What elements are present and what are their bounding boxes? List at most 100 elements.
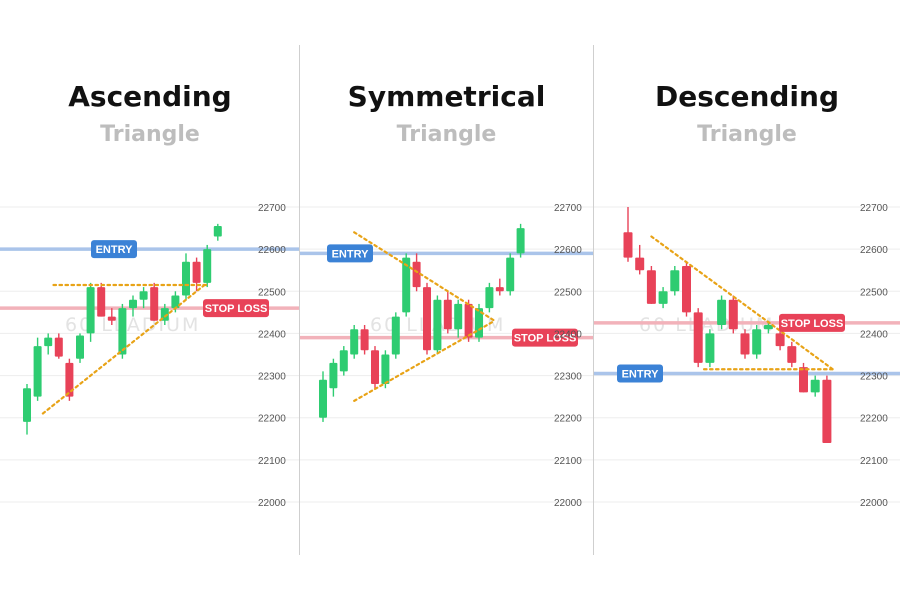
bullish-candle <box>319 379 327 418</box>
panel-title: Descending <box>654 80 840 113</box>
panel-divider <box>593 45 594 555</box>
y-tick-label: 22000 <box>554 498 582 509</box>
bullish-candle <box>506 257 515 292</box>
bearish-candle <box>635 257 645 271</box>
ascending-triangle-panel: Ascending Triangle 60 LLADIUM ENTRY STOP L… <box>0 0 300 600</box>
bearish-candle <box>150 287 159 321</box>
y-tick-label: 22700 <box>860 203 888 214</box>
bearish-candle <box>799 367 808 393</box>
watermark: 60 LLADIUM <box>639 314 774 336</box>
bullish-candle <box>160 308 169 321</box>
watermark: 60 LLADIUM <box>65 314 200 336</box>
stop-badge <box>779 313 845 332</box>
panel-subtitle: Triangle <box>100 122 200 147</box>
y-tick-label: 22400 <box>258 329 286 340</box>
y-tick-label: 22300 <box>554 372 582 383</box>
bullish-candle <box>213 225 222 237</box>
trendline <box>353 231 496 322</box>
bearish-candle <box>107 316 116 321</box>
trendline <box>353 319 496 402</box>
y-tick-label: 22600 <box>554 245 582 256</box>
entry-badge-label: ENTRY <box>96 244 134 256</box>
bullish-candle <box>118 308 127 355</box>
bullish-candle <box>86 287 95 334</box>
trendline <box>650 235 834 371</box>
bearish-candle <box>65 362 74 397</box>
bullish-candle <box>203 249 212 283</box>
stop-badge-label: STOP LOSS <box>205 303 268 315</box>
panel-title: Ascending <box>68 80 232 113</box>
bearish-candle <box>97 287 106 317</box>
y-tick-label: 22500 <box>258 287 286 298</box>
bearish-candle <box>360 329 369 351</box>
bearish-candle <box>54 337 63 357</box>
y-tick-label: 22300 <box>860 372 888 383</box>
y-tick-label: 22700 <box>258 203 286 214</box>
y-tick-label: 22100 <box>860 456 888 467</box>
panel-title: Symmetrical <box>347 80 546 113</box>
bearish-candle <box>443 299 452 330</box>
bullish-candle <box>763 325 773 330</box>
y-tick-label: 22500 <box>554 287 582 298</box>
y-tick-label: 22200 <box>258 414 286 425</box>
bullish-candle <box>810 379 820 393</box>
stop-badge-label: STOP LOSS <box>514 333 577 345</box>
y-tick-label: 22600 <box>860 245 888 256</box>
bullish-candle <box>485 287 494 309</box>
entry-badge <box>327 244 373 263</box>
bullish-candle <box>717 299 727 325</box>
stop-badge-label: STOP LOSS <box>781 318 844 330</box>
panel-subtitle: Triangle <box>396 122 497 147</box>
trendline <box>41 281 209 415</box>
entry-badge <box>91 240 137 259</box>
bullish-candle <box>23 388 31 422</box>
bullish-candle <box>339 350 348 372</box>
bullish-candle <box>129 299 137 309</box>
bearish-candle <box>412 261 421 288</box>
descending-triangle-panel: Descending Triangle 60 LLADIUM STOP LOSS E… <box>594 0 900 600</box>
bullish-candle <box>705 333 715 363</box>
y-tick-label: 22200 <box>860 414 888 425</box>
y-tick-label: 22000 <box>258 498 286 509</box>
y-tick-label: 22100 <box>258 456 286 467</box>
bullish-candle <box>329 362 338 389</box>
bearish-candle <box>495 287 504 292</box>
y-tick-label: 22400 <box>554 329 582 340</box>
bearish-candle <box>423 287 431 351</box>
y-tick-label: 22400 <box>860 329 888 340</box>
stop-badge <box>512 328 578 347</box>
bearish-candle <box>775 333 785 347</box>
bearish-candle <box>728 299 738 330</box>
bullish-candle <box>76 335 84 359</box>
symmetrical-triangle-panel: Symmetrical Triangle 60 LLADIUMENTRYSTOP… <box>300 0 593 600</box>
bullish-candle <box>44 337 53 347</box>
y-tick-label: 22600 <box>258 245 286 256</box>
bullish-candle <box>33 346 42 397</box>
bullish-candle <box>658 291 668 304</box>
bearish-candle <box>787 346 797 363</box>
bullish-candle <box>752 329 762 355</box>
bearish-candle <box>693 312 703 363</box>
bearish-candle <box>192 261 201 283</box>
y-tick-label: 22000 <box>860 498 888 509</box>
y-tick-label: 22300 <box>258 372 286 383</box>
bullish-candle <box>402 257 411 313</box>
bearish-candle <box>464 303 473 338</box>
bullish-candle <box>171 295 180 309</box>
bearish-candle <box>646 270 656 304</box>
bullish-candle <box>182 261 190 296</box>
panel-subtitle: Triangle <box>697 122 797 147</box>
descending-triangle-chart: 60 LLADIUM STOP LOSS ENTRY 22000 22100 22200 2… <box>594 203 900 509</box>
bullish-candle <box>433 299 442 351</box>
bullish-candle <box>350 329 359 355</box>
y-tick-label: 22100 <box>554 456 582 467</box>
bullish-candle <box>516 228 525 254</box>
bearish-candle <box>623 232 633 258</box>
bearish-candle <box>371 350 379 384</box>
entry-badge <box>617 364 663 383</box>
bearish-candle <box>740 333 750 355</box>
bullish-candle <box>475 308 483 338</box>
entry-badge-label: ENTRY <box>622 368 660 380</box>
